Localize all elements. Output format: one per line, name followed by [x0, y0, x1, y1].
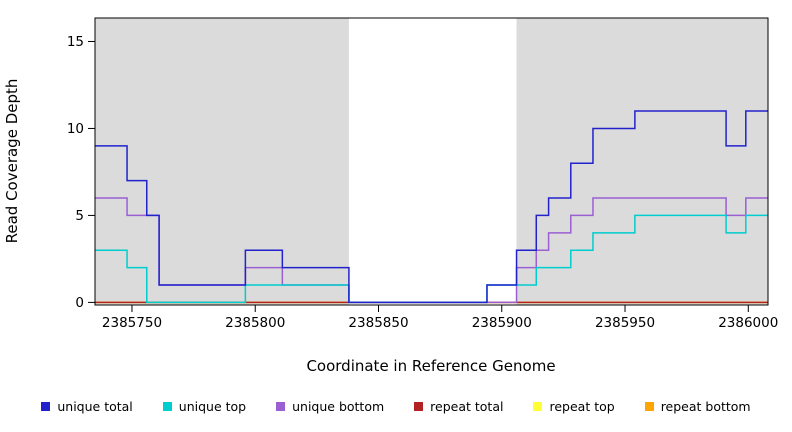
coverage-chart: 0 5 10 15 2385750 2385800 2385850 2385900 238595…: [3, 17, 779, 375]
legend: unique total unique top unique bottom repea…: [0, 399, 792, 414]
legend-label: repeat bottom: [660, 399, 751, 414]
series-lines: [95, 110, 768, 304]
legend-item: repeat bottom: [644, 399, 751, 414]
shaded-region: [95, 18, 349, 305]
x-tick-label: 2385800: [225, 315, 285, 331]
legend-item: unique total: [41, 399, 133, 414]
series-unique-top: [95, 214, 768, 304]
legend-swatch-icon: [162, 402, 172, 411]
y-tick-label: 10: [67, 121, 84, 137]
x-tick-label: 2385900: [472, 315, 532, 331]
y-tick-label: 0: [75, 295, 84, 311]
legend-item: repeat top: [533, 399, 615, 414]
chart-area: 0 5 10 15 2385750 2385800 2385850 2385900 238595…: [3, 17, 779, 375]
legend-item: unique bottom: [276, 399, 384, 414]
y-tick-label: 15: [67, 34, 84, 50]
legend-label: repeat total: [430, 399, 504, 414]
legend-swatch-icon: [533, 402, 543, 411]
plot-border: [94, 17, 769, 306]
legend-item: repeat total: [414, 399, 503, 414]
x-tick-label: 2385750: [102, 315, 162, 331]
y-tick-label: 5: [75, 208, 84, 224]
shaded-regions: [95, 18, 768, 305]
x-tick-label: 2385850: [348, 315, 408, 331]
x-tick-label: 2385950: [595, 315, 655, 331]
legend-label: unique total: [57, 399, 133, 414]
series-unique-total: [95, 110, 768, 304]
x-tick-label: 2386000: [718, 315, 778, 331]
legend-label: unique top: [178, 399, 247, 414]
y-axis-label: Read Coverage Depth: [3, 79, 21, 244]
legend-swatch-icon: [41, 402, 51, 411]
legend-label: repeat top: [549, 399, 615, 414]
legend-swatch-icon: [414, 402, 424, 411]
legend-swatch-icon: [644, 402, 654, 411]
legend-item: unique top: [162, 399, 247, 414]
legend-label: unique bottom: [292, 399, 385, 414]
axes: 0 5 10 15 2385750 2385800 2385850 2385900 238595…: [67, 34, 779, 331]
shaded-region: [516, 18, 768, 305]
x-axis-label: Coordinate in Reference Genome: [306, 357, 555, 375]
legend-swatch-icon: [276, 402, 286, 411]
